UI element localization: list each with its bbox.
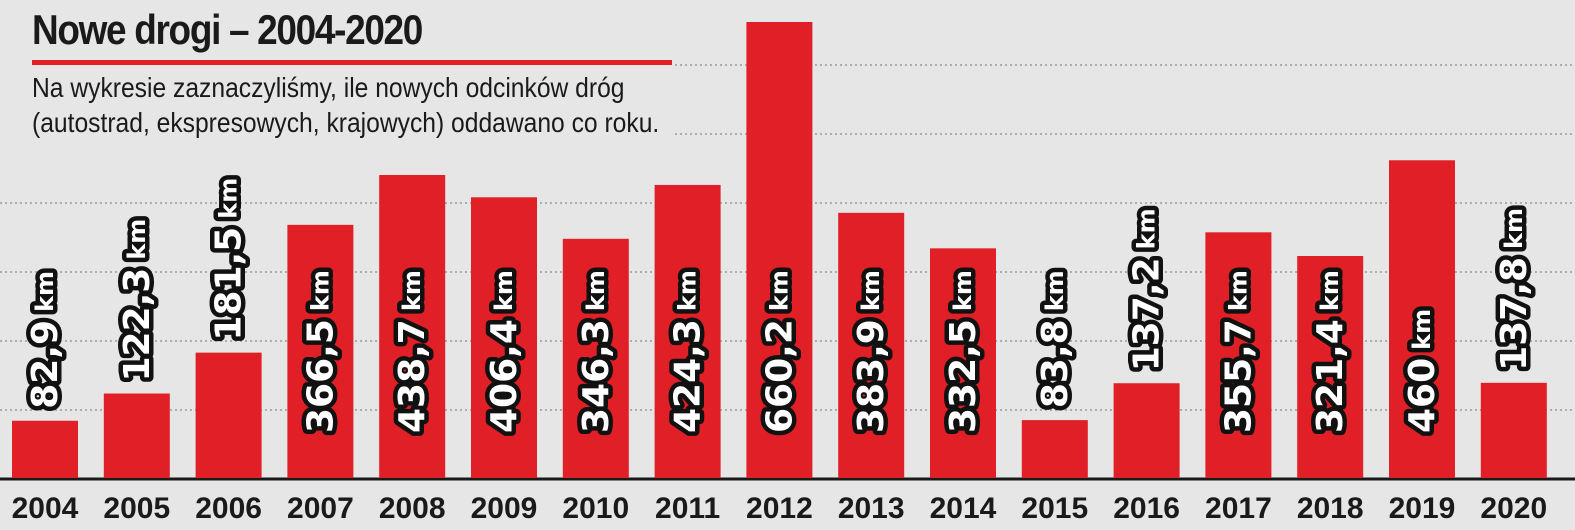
bar-2007 (287, 224, 354, 478)
bar-2015 (1021, 420, 1088, 478)
x-tick-label-2006: 2006 (195, 492, 262, 525)
x-tick-label-2004: 2004 (12, 492, 79, 525)
bar-2009 (471, 197, 537, 478)
data-label-2013: 383,9km (851, 270, 892, 433)
bar-2013 (838, 212, 905, 479)
x-tick-label-2015: 2015 (1021, 492, 1088, 525)
title-underline (32, 60, 672, 65)
bar-2019 (1389, 160, 1455, 479)
x-tick-label-2020: 2020 (1480, 492, 1547, 525)
bars-group: 82,9km 122,3km 181,5km 366,5km 438,7km 406,4k… (12, 22, 1547, 479)
x-tick-label-2017: 2017 (1205, 492, 1272, 525)
data-label-2005: 122,3km (116, 219, 157, 382)
x-tick-label-2008: 2008 (379, 492, 446, 525)
chart-title: Nowe drogi – 2004-2020 (32, 6, 423, 53)
x-tick-labels: 2004 2005 2006 2007 2008 2009 2010 2011 2012 2013… (12, 492, 1548, 525)
data-label-2018: 321,4km (1310, 270, 1351, 433)
bar-2020 (1480, 382, 1547, 478)
chart-subtitle: Na wykresie zaznaczyliśmy, ile nowych od… (32, 72, 660, 138)
x-tick-label-2011: 2011 (655, 492, 720, 525)
bar-2012 (746, 22, 813, 478)
bar-2011 (654, 184, 721, 478)
data-label-2017: 355,7km (1218, 270, 1259, 433)
bar-2006 (195, 352, 262, 478)
title-panel: Nowe drogi – 2004-2020 Na wykresie zazna… (0, 0, 672, 150)
data-label-2012: 660,2km (759, 270, 800, 433)
data-label-2009: 406,4km (484, 270, 525, 433)
data-label-2006: 181,5km (208, 178, 249, 341)
bar-2004 (12, 420, 78, 478)
x-tick-label-2016: 2016 (1113, 492, 1180, 525)
x-tick-label-2010: 2010 (562, 492, 629, 525)
data-label-2007: 366,5km (300, 270, 341, 433)
bar-2014 (930, 248, 996, 478)
x-tick-label-2019: 2019 (1389, 492, 1456, 525)
data-label-2008: 438,7km (392, 270, 433, 433)
bar-2016 (1113, 383, 1180, 478)
data-label-2014: 332,5km (943, 270, 984, 433)
x-tick-label-2005: 2005 (103, 492, 170, 525)
bar-2008 (379, 174, 446, 479)
data-label-2019: 460km (1402, 309, 1443, 433)
x-tick-label-2014: 2014 (930, 492, 997, 525)
x-tick-label-2009: 2009 (471, 492, 538, 525)
bar-2018 (1297, 256, 1364, 478)
data-label-2010: 346,3km (575, 270, 616, 433)
x-tick-label-2012: 2012 (746, 492, 813, 525)
data-label-2004: 82,9km (25, 271, 66, 409)
x-tick-label-2013: 2013 (838, 492, 905, 525)
data-label-2011: 424,3km (667, 270, 708, 433)
bar-2005 (103, 393, 170, 478)
x-tick-label-2007: 2007 (287, 492, 354, 525)
bar-2017 (1205, 232, 1272, 478)
x-tick-label-2018: 2018 (1297, 492, 1364, 525)
data-label-2016: 137,2km (1126, 208, 1167, 371)
data-label-2020: 137,8km (1493, 208, 1534, 371)
data-label-2015: 83,8km (1034, 270, 1075, 408)
bar-2010 (562, 238, 629, 478)
